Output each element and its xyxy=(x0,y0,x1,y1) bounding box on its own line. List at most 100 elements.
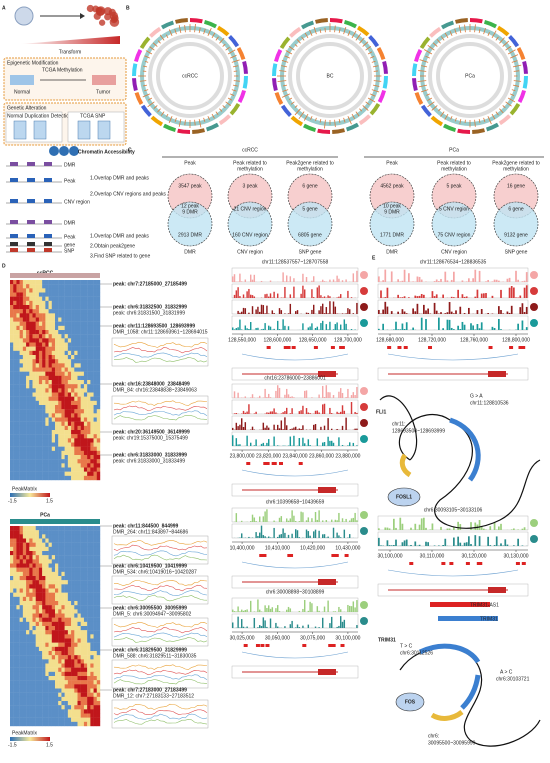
heatmap-cell xyxy=(39,534,42,538)
signal-bar xyxy=(234,295,235,298)
heatmap-cell xyxy=(42,668,45,672)
heatmap-cell xyxy=(87,401,90,405)
axis-tick-label: 10,420,000 xyxy=(300,545,325,551)
heatmap-cell xyxy=(26,426,29,430)
heatmap-cell xyxy=(68,580,71,584)
heatmap-cell xyxy=(33,659,36,663)
heatmap-cell xyxy=(68,705,71,709)
heatmap-cell xyxy=(61,355,64,359)
heatmap-cell xyxy=(65,301,68,305)
signal-bar xyxy=(297,530,298,538)
heatmap-cell xyxy=(10,280,13,284)
heatmap-cell xyxy=(23,384,26,388)
heatmap-cell xyxy=(45,334,48,338)
heatmap-cell xyxy=(55,438,58,442)
signal-bar xyxy=(324,534,325,538)
heatmap-cell xyxy=(49,597,52,601)
heatmap-cell xyxy=(29,614,32,618)
heatmap-cell xyxy=(55,543,58,547)
heatmap-cell xyxy=(61,384,64,388)
heatmap-cell xyxy=(33,684,36,688)
heatmap-cell xyxy=(74,601,77,605)
heatmap-cell xyxy=(45,443,48,447)
heatmap-cell xyxy=(49,438,52,442)
heatmap-cell xyxy=(20,326,23,330)
signal-bar xyxy=(404,296,406,298)
signal-bar xyxy=(340,609,341,612)
signal-bar xyxy=(291,396,292,398)
heatmap-cell xyxy=(84,397,87,401)
heatmap-cell xyxy=(87,680,90,684)
chromosome-segment xyxy=(204,20,217,28)
heatmap-cell xyxy=(29,555,32,559)
heatmap-cell xyxy=(39,347,42,351)
signal-bar xyxy=(468,308,470,314)
signal-bar xyxy=(479,328,481,330)
heatmap-cell xyxy=(74,472,77,476)
heatmap-cell xyxy=(39,305,42,309)
heatmap-cell xyxy=(36,718,39,722)
heatmap-cell xyxy=(61,380,64,384)
heatmap-cell xyxy=(33,714,36,718)
heatmap-cell xyxy=(23,680,26,684)
heatmap-cell xyxy=(39,434,42,438)
heatmap-cell xyxy=(68,584,71,588)
heatmap-cell xyxy=(20,722,23,726)
heatmap-cell xyxy=(10,305,13,309)
heatmap-cell xyxy=(10,564,13,568)
heatmap-cell xyxy=(29,405,32,409)
heatmap-cell xyxy=(65,388,68,392)
signal-bar xyxy=(406,313,408,314)
axis-tick-label: 30,075,000 xyxy=(300,635,325,641)
heatmap-cell xyxy=(81,280,84,284)
heatmap-cell xyxy=(78,430,81,434)
heatmap-cell xyxy=(36,609,39,613)
heatmap-cell xyxy=(87,284,90,288)
heatmap-cell xyxy=(20,693,23,697)
signal-bar xyxy=(419,277,421,282)
signal-bar xyxy=(327,392,328,398)
heatmap-cell xyxy=(90,309,93,313)
signal-bar xyxy=(327,329,328,330)
heatmap-cell xyxy=(29,722,32,726)
heatmap-cell xyxy=(49,634,52,638)
signal-bar xyxy=(315,328,316,330)
heatmap-cell xyxy=(81,722,84,726)
chromosome-segment xyxy=(415,92,424,105)
heatmap-cell xyxy=(97,597,100,601)
heatmap-cell xyxy=(33,526,36,530)
heatmap-cell xyxy=(29,622,32,626)
heatmap-cell xyxy=(33,626,36,630)
heatmap-cell xyxy=(39,280,42,284)
heatmap-cell xyxy=(55,409,58,413)
heatmap-cell xyxy=(29,472,32,476)
heatmap-cell xyxy=(74,422,77,426)
heatmap-cell xyxy=(55,693,58,697)
heatmap-cell xyxy=(20,418,23,422)
heatmap-cell xyxy=(10,680,13,684)
signal-bar xyxy=(344,620,345,628)
signal-bar xyxy=(356,387,357,398)
signal-bar xyxy=(309,445,310,446)
heatmap-cell xyxy=(97,618,100,622)
circos-label: ccRCC xyxy=(182,73,198,79)
heatmap-cell xyxy=(94,718,97,722)
heatmap-cell xyxy=(61,555,64,559)
heatmap-cell xyxy=(13,459,16,463)
heatmap-cell xyxy=(97,709,100,713)
signal-bar xyxy=(263,516,264,522)
signal-bar xyxy=(306,408,307,414)
heatmap-cell xyxy=(55,547,58,551)
signal-bar xyxy=(524,527,526,530)
signal-bar xyxy=(234,413,235,414)
heatmap-cell xyxy=(13,618,16,622)
heatmap-cell xyxy=(49,693,52,697)
region-title: chr16:23786000~23886001 xyxy=(264,375,326,381)
heatmap-cell xyxy=(16,593,19,597)
heatmap-cell xyxy=(49,705,52,709)
heatmap-cell xyxy=(55,418,58,422)
heatmap-cell xyxy=(74,397,77,401)
heatmap-cell xyxy=(94,326,97,330)
signal-bar xyxy=(257,536,258,538)
